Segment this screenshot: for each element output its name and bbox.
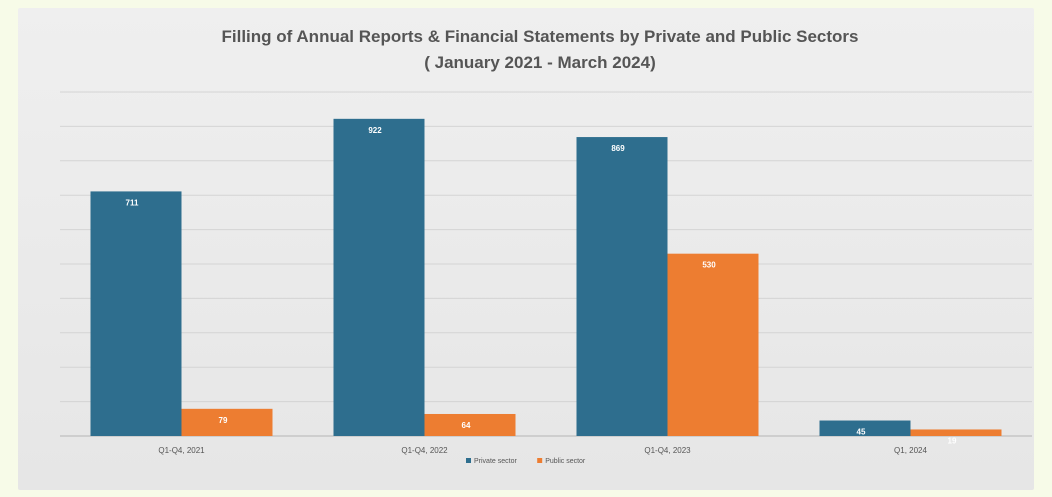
chart-title: Filling of Annual Reports & Financial St… (222, 27, 859, 46)
bar-public-sector-2 (667, 253, 759, 436)
data-label: 530 (702, 261, 716, 270)
bar-public-sector-0 (181, 408, 273, 436)
x-tick-label: Q1, 2024 (894, 446, 927, 455)
legend-label-public-sector: Public sector (545, 458, 586, 465)
bar-private-sector-2 (576, 137, 668, 436)
data-label: 869 (611, 144, 625, 153)
data-label: 711 (126, 198, 139, 207)
x-tick-label: Q1-Q4, 2023 (644, 446, 691, 455)
data-label: 64 (462, 421, 471, 430)
x-tick-label: Q1-Q4, 2021 (158, 446, 205, 455)
x-tick-label: Q1-Q4, 2022 (401, 446, 448, 455)
bar-private-sector-3 (819, 420, 911, 436)
legend-label-private-sector: Private sector (474, 458, 517, 465)
data-label: 922 (368, 126, 382, 135)
legend-swatch-public-sector (537, 458, 543, 463)
data-label: 79 (219, 416, 228, 425)
data-label: 19 (948, 436, 957, 445)
bar-public-sector-3 (910, 429, 1002, 436)
bar-private-sector-1 (333, 118, 425, 436)
chart-subtitle: ( January 2021 - March 2024) (424, 53, 656, 72)
bar-private-sector-0 (90, 191, 182, 436)
legend-swatch-private-sector (466, 458, 471, 463)
bar-public-sector-1 (424, 413, 516, 436)
data-label: 45 (857, 428, 866, 437)
